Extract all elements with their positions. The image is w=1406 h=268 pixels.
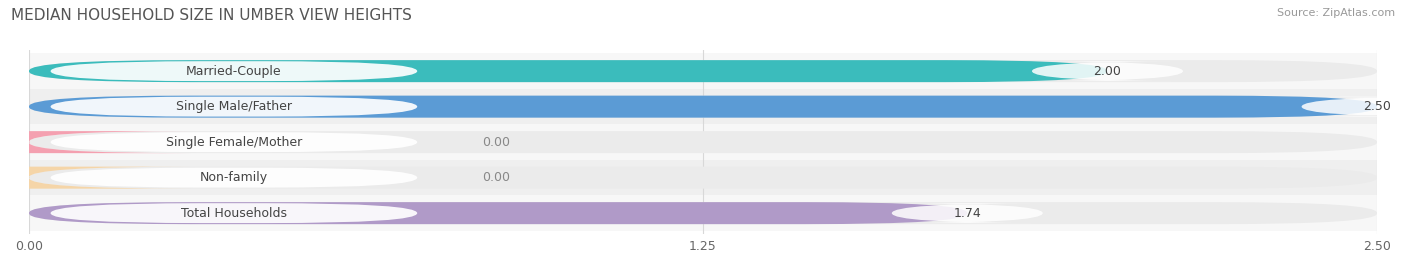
Text: Single Male/Father: Single Male/Father — [176, 100, 292, 113]
FancyBboxPatch shape — [30, 60, 1376, 82]
Text: Married-Couple: Married-Couple — [186, 65, 281, 78]
FancyBboxPatch shape — [30, 60, 1108, 82]
Text: Single Female/Mother: Single Female/Mother — [166, 136, 302, 149]
Text: MEDIAN HOUSEHOLD SIZE IN UMBER VIEW HEIGHTS: MEDIAN HOUSEHOLD SIZE IN UMBER VIEW HEIG… — [11, 8, 412, 23]
FancyBboxPatch shape — [51, 168, 418, 188]
FancyBboxPatch shape — [891, 203, 1043, 223]
FancyBboxPatch shape — [51, 61, 418, 81]
FancyBboxPatch shape — [30, 96, 1376, 118]
FancyBboxPatch shape — [1032, 61, 1182, 81]
FancyBboxPatch shape — [30, 96, 1376, 118]
FancyBboxPatch shape — [30, 124, 1376, 160]
FancyBboxPatch shape — [51, 97, 418, 117]
Text: Source: ZipAtlas.com: Source: ZipAtlas.com — [1277, 8, 1395, 18]
FancyBboxPatch shape — [30, 167, 1376, 189]
Text: 2.50: 2.50 — [1364, 100, 1391, 113]
Text: Non-family: Non-family — [200, 171, 269, 184]
Text: 1.74: 1.74 — [953, 207, 981, 220]
FancyBboxPatch shape — [51, 203, 418, 223]
FancyBboxPatch shape — [30, 53, 1376, 89]
FancyBboxPatch shape — [30, 89, 1376, 124]
FancyBboxPatch shape — [30, 160, 1376, 195]
Text: 0.00: 0.00 — [482, 136, 510, 149]
FancyBboxPatch shape — [30, 202, 1376, 224]
Text: 0.00: 0.00 — [482, 171, 510, 184]
FancyBboxPatch shape — [0, 167, 191, 189]
Text: Total Households: Total Households — [181, 207, 287, 220]
FancyBboxPatch shape — [0, 131, 191, 153]
FancyBboxPatch shape — [30, 195, 1376, 231]
Text: 2.00: 2.00 — [1094, 65, 1122, 78]
FancyBboxPatch shape — [30, 131, 1376, 153]
FancyBboxPatch shape — [30, 202, 967, 224]
FancyBboxPatch shape — [51, 132, 418, 152]
FancyBboxPatch shape — [1302, 97, 1406, 117]
